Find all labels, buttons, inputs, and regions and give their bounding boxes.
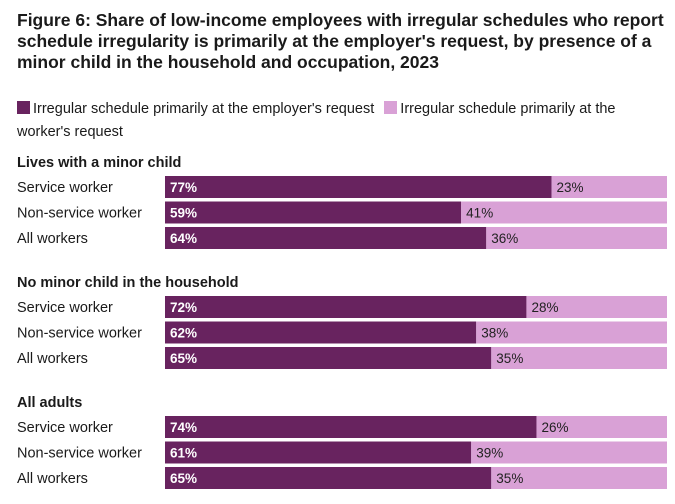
row-label: Service worker bbox=[17, 180, 113, 196]
bar-employer bbox=[165, 441, 472, 464]
value-label-employer: 74% bbox=[170, 420, 197, 435]
bar-employer bbox=[165, 201, 462, 224]
row-label: Non-service worker bbox=[17, 326, 142, 342]
bar-employer bbox=[165, 467, 492, 489]
legend: Irregular schedule primarily at the empl… bbox=[17, 98, 667, 144]
value-label-employer: 62% bbox=[170, 326, 197, 341]
legend-swatch-worker bbox=[384, 101, 398, 114]
bar-worker bbox=[536, 416, 667, 438]
bar-employer bbox=[165, 347, 492, 369]
bar-worker bbox=[471, 441, 667, 464]
legend-swatch-employer bbox=[17, 101, 30, 114]
value-label-worker: 23% bbox=[557, 180, 584, 195]
value-label-worker: 39% bbox=[476, 446, 503, 461]
bar-employer bbox=[165, 296, 527, 318]
row-label: Non-service worker bbox=[17, 446, 142, 462]
value-label-employer: 64% bbox=[170, 231, 197, 246]
row-label: Non-service worker bbox=[17, 206, 142, 222]
row-label: Service worker bbox=[17, 420, 113, 436]
legend-item-worker: Irregular schedule primarily at the work… bbox=[17, 101, 615, 140]
row-label: All workers bbox=[17, 471, 88, 487]
value-label-employer: 65% bbox=[170, 351, 197, 366]
group-title: All adults bbox=[17, 395, 82, 411]
row-label: All workers bbox=[17, 231, 88, 247]
value-label-worker: 26% bbox=[541, 420, 568, 435]
bar-worker bbox=[526, 296, 667, 318]
value-label-worker: 35% bbox=[496, 471, 523, 486]
bar-worker bbox=[551, 176, 667, 198]
bar-worker bbox=[461, 201, 667, 224]
group-title: Lives with a minor child bbox=[17, 155, 181, 171]
bar-worker bbox=[491, 467, 667, 489]
bar-employer bbox=[165, 227, 487, 249]
value-label-worker: 28% bbox=[531, 300, 558, 315]
legend-label-employer: Irregular schedule primarily at the empl… bbox=[33, 101, 375, 117]
bar-employer bbox=[165, 321, 477, 344]
value-label-worker: 36% bbox=[491, 231, 518, 246]
bar-employer bbox=[165, 416, 537, 438]
value-label-employer: 59% bbox=[170, 206, 197, 221]
legend-label-worker: Irregular schedule primarily at the work… bbox=[17, 101, 616, 140]
value-label-employer: 61% bbox=[170, 446, 197, 461]
value-label-worker: 35% bbox=[496, 351, 523, 366]
legend-item-employer: Irregular schedule primarily at the empl… bbox=[17, 101, 374, 117]
value-label-employer: 77% bbox=[170, 180, 197, 195]
value-label-employer: 72% bbox=[170, 300, 197, 315]
chart-title: Figure 6: Share of low-income employees … bbox=[17, 10, 664, 72]
value-label-worker: 41% bbox=[466, 206, 493, 221]
bar-worker bbox=[476, 321, 667, 344]
bar-worker bbox=[486, 227, 667, 249]
group-title: No minor child in the household bbox=[17, 275, 239, 291]
value-label-worker: 38% bbox=[481, 326, 508, 341]
row-label: All workers bbox=[17, 351, 88, 367]
value-label-employer: 65% bbox=[170, 471, 197, 486]
row-label: Service worker bbox=[17, 300, 113, 316]
bar-employer bbox=[165, 176, 552, 198]
bar-worker bbox=[491, 347, 667, 369]
